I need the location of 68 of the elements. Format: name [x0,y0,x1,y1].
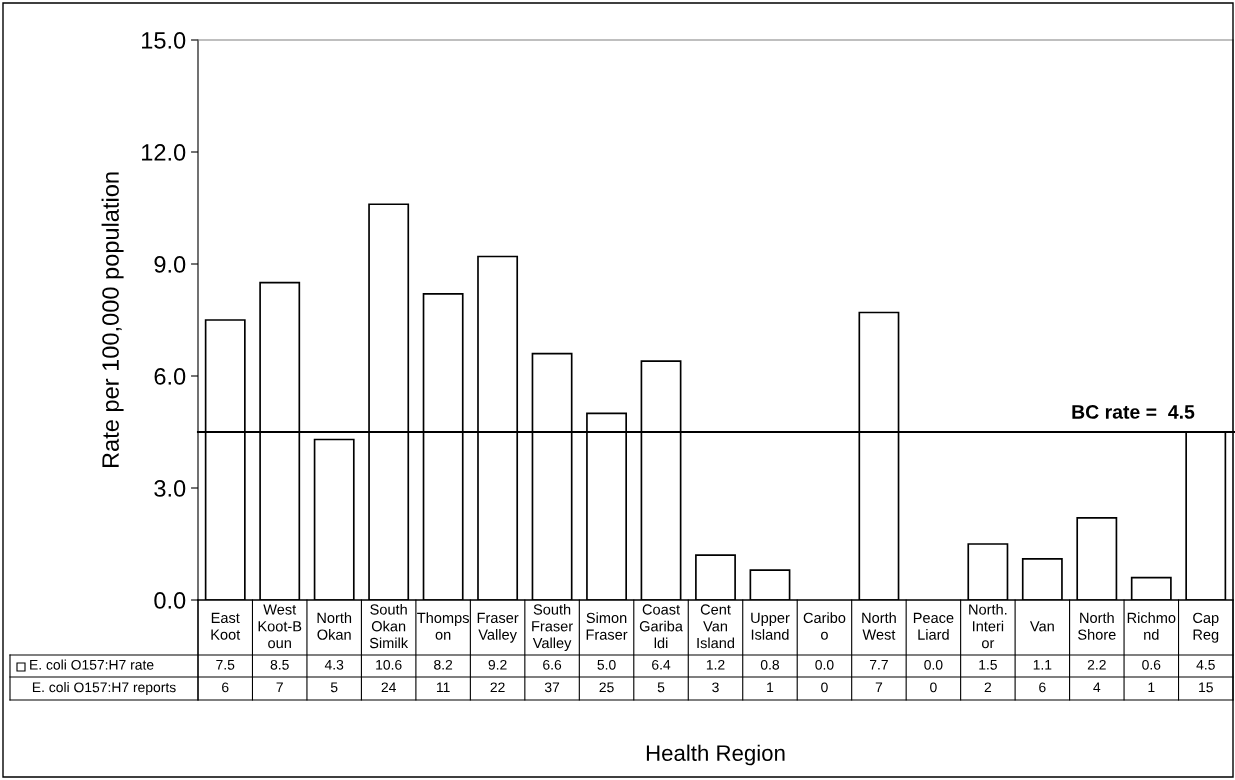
text: 7.5 [216,660,235,670]
text: 7 [276,682,283,693]
text: 4 [1093,682,1101,693]
text: 37 [544,682,560,693]
legend-label: E. coli O157:H7 rate [30,659,154,670]
text: 25 [599,682,614,693]
text: 8.2 [434,659,453,670]
text: 6 [222,682,229,693]
text: 5.0 [597,659,616,670]
x-tick-label: Simon Fraser [586,612,628,640]
text: 0.0 [924,659,943,670]
y-tick-label: 9.0 [154,256,186,273]
text: 24 [381,682,396,693]
text: E. coli O157:H7 reports [32,682,176,695]
y-tick-label: 6.0 [154,368,186,385]
x-tick-label: West Koot-Boun [258,604,302,649]
text: 3 [712,682,719,693]
x-tick-label: Peace Liard [913,612,954,640]
text: 4.3 [324,659,344,670]
x-tick-label: North Shore [1078,612,1116,640]
text: 4.5 [1196,660,1215,670]
x-tick-label: Richmond [1127,612,1176,640]
x-tick-label: Cent Van Island [697,604,735,649]
text: 1.1 [1033,660,1052,670]
x-tick-label: Upper Island [751,612,790,640]
x-tick-label: North West [862,612,896,640]
text: 0 [821,682,828,693]
text: 1 [767,682,774,693]
text: 1.2 [706,659,725,670]
text: 9.2 [488,659,507,670]
text: 6.6 [543,659,562,670]
x-tick-label: South Okan Similk [369,603,409,649]
y-tick-label: 0.0 [154,592,186,609]
x-tick-label: North. Interior [969,603,1007,649]
x-tick-label: Cariboo [803,612,846,640]
x-tick-label: Coast Garibaldi [639,604,683,649]
text: 10.6 [376,659,402,670]
text: 2.2 [1087,659,1106,670]
text: 5 [330,682,338,693]
x-tick-label: East Koot [211,612,241,640]
y-tick-label: 12.0 [142,144,186,161]
text: 5 [657,682,665,693]
text: 0.6 [1142,659,1161,670]
y-axis-title: Rate per 100,000 population [101,172,124,468]
text: 1.5 [979,660,997,670]
text: 11 [436,682,450,693]
text: 2 [984,682,992,693]
text: 15 [1199,682,1213,693]
ref-line-label: BC rate = 4.5 [1072,405,1195,419]
text: 7.7 [869,660,888,670]
x-axis-title: Health Region [646,744,785,766]
x-tick-label: Thompson [417,612,469,640]
text: 6.4 [652,659,671,670]
x-tick-label: Van [1029,621,1054,632]
text: 7 [875,682,883,693]
text: 22 [490,682,505,693]
text: 0.8 [760,659,780,670]
text: 6 [1039,682,1046,693]
text: 1 [1148,682,1155,693]
x-tick-label: North Okan [317,612,352,640]
y-tick-label: 15.0 [142,32,186,49]
x-tick-label: Cap Reg [1193,612,1219,643]
text: 8.5 [270,659,289,670]
text: 0 [930,682,937,693]
y-tick-label: 3.0 [154,480,186,497]
x-tick-label: Fraser Valley [477,612,519,643]
text: 0.0 [815,659,834,670]
x-tick-label: South Fraser Valley [532,603,573,652]
